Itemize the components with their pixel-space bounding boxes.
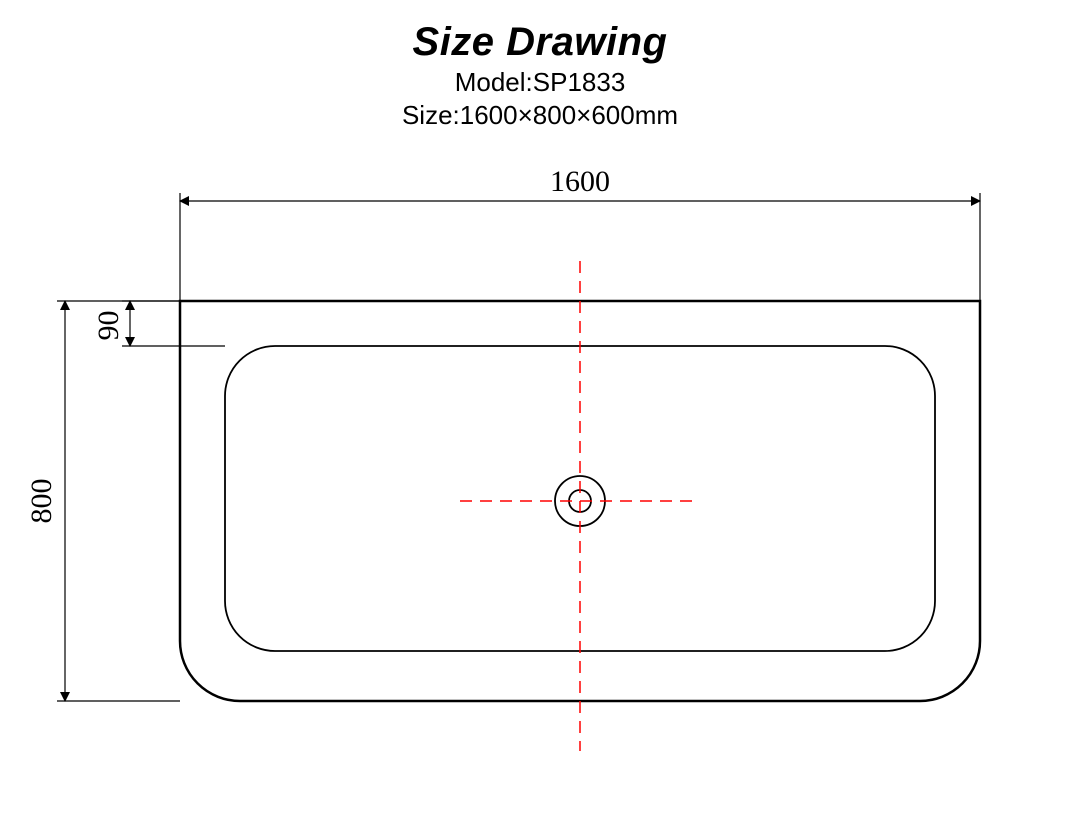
dimension-label: 800: [25, 479, 58, 524]
dimension-label: 90: [92, 311, 125, 341]
size-label: Size:1600×800×600mm: [0, 100, 1080, 131]
dimension-label: 1600: [550, 165, 610, 198]
technical-drawing: 1600 800 90: [0, 131, 1080, 751]
model-label: Model:SP1833: [0, 67, 1080, 98]
drawing-title: Size Drawing: [0, 20, 1080, 65]
